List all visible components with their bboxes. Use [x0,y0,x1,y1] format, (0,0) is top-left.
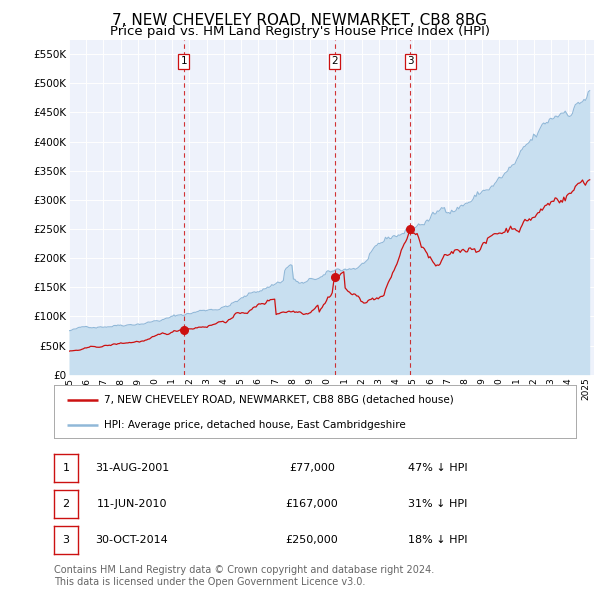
Text: £167,000: £167,000 [286,499,338,509]
Text: 7, NEW CHEVELEY ROAD, NEWMARKET, CB8 8BG (detached house): 7, NEW CHEVELEY ROAD, NEWMARKET, CB8 8BG… [104,395,454,405]
Text: 30-OCT-2014: 30-OCT-2014 [95,535,169,545]
Text: 31% ↓ HPI: 31% ↓ HPI [408,499,467,509]
Text: 47% ↓ HPI: 47% ↓ HPI [408,463,467,473]
Text: 3: 3 [62,535,70,545]
Text: £250,000: £250,000 [286,535,338,545]
Text: Contains HM Land Registry data © Crown copyright and database right 2024.
This d: Contains HM Land Registry data © Crown c… [54,565,434,587]
Text: 3: 3 [407,56,413,66]
Text: 11-JUN-2010: 11-JUN-2010 [97,499,167,509]
Text: 31-AUG-2001: 31-AUG-2001 [95,463,169,473]
Text: Price paid vs. HM Land Registry's House Price Index (HPI): Price paid vs. HM Land Registry's House … [110,25,490,38]
Text: £77,000: £77,000 [289,463,335,473]
Text: 18% ↓ HPI: 18% ↓ HPI [408,535,467,545]
Text: 7, NEW CHEVELEY ROAD, NEWMARKET, CB8 8BG: 7, NEW CHEVELEY ROAD, NEWMARKET, CB8 8BG [113,13,487,28]
Text: 2: 2 [62,499,70,509]
Text: HPI: Average price, detached house, East Cambridgeshire: HPI: Average price, detached house, East… [104,419,406,430]
Text: 1: 1 [62,463,70,473]
Text: 1: 1 [181,56,187,66]
Text: 2: 2 [331,56,338,66]
